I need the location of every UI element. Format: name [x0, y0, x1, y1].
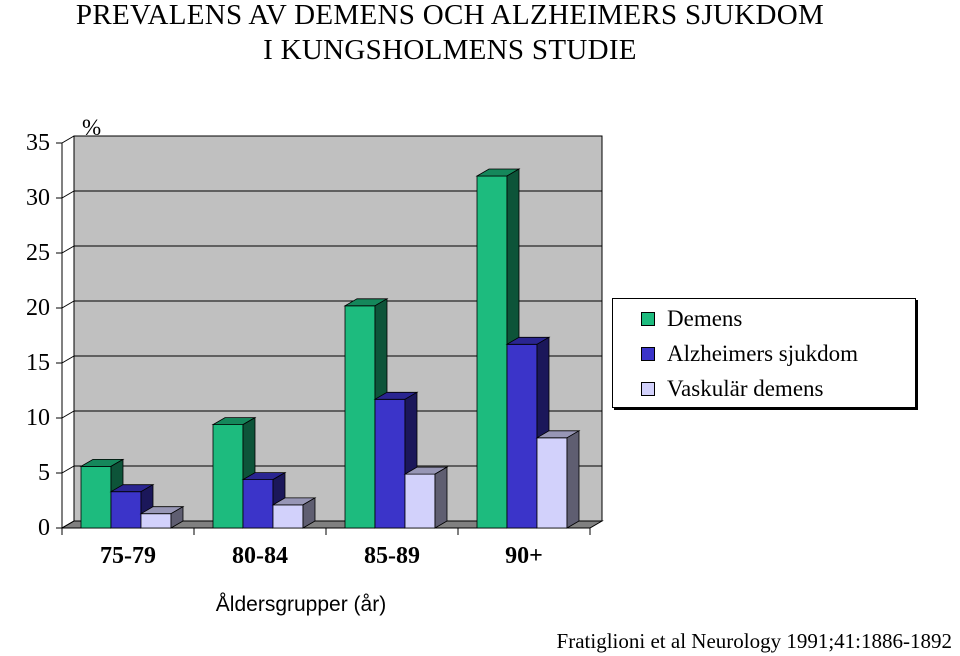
bar-front-s2-90: [536, 437, 568, 529]
bar-front-s1-7579: [110, 491, 142, 529]
bar-side-s2-7579: [170, 506, 184, 529]
y-tick-label-25: 25: [26, 240, 50, 266]
bar-side-s2-90: [566, 430, 580, 529]
chart-title-line2: I KUNGSHOLMENS STUDIE: [263, 34, 637, 66]
y-tick-label-15: 15: [26, 350, 50, 376]
bar-front-s2-8084: [272, 504, 304, 529]
legend-swatch-vaskular: [641, 382, 655, 396]
grid-diagonal-0: [61, 520, 75, 529]
legend-label-alzheimers: Alzheimers sjukdom: [667, 341, 858, 366]
bar-front-s1-90: [506, 343, 538, 529]
x-tick-label-90: 90+: [505, 543, 543, 569]
legend-item-demens: Demens: [641, 306, 743, 331]
legend: Demens Alzheimers sjukdom Vaskulär demen…: [612, 298, 916, 408]
y-tick-label-35: 35: [26, 130, 50, 156]
bar-front-s2-8589: [404, 473, 436, 529]
grid-diagonal-35: [61, 135, 75, 144]
legend-label-demens: Demens: [667, 306, 743, 331]
grid-diagonal-30: [61, 190, 75, 199]
bar-front-s0-8084: [212, 424, 244, 529]
source-citation: Fratiglioni et al Neurology 1991;41:1886…: [556, 629, 952, 653]
x-tick-label-7579: 75-79: [100, 543, 156, 569]
x-axis-label: Åldersgrupper (år): [215, 593, 387, 616]
grid-diagonal-15: [61, 355, 75, 364]
bar-front-s1-8084: [242, 479, 274, 529]
bar-front-s0-8589: [344, 305, 376, 529]
bar-front-s2-7579: [140, 513, 172, 529]
grid-diagonal-10: [61, 410, 75, 419]
grid-diagonal-25: [61, 245, 75, 254]
y-axis-unit-label: %: [82, 115, 102, 140]
legend-item-vaskular: Vaskulär demens: [641, 376, 824, 401]
x-tick-label-8589: 85-89: [364, 543, 420, 569]
bar-front-s1-8589: [374, 398, 406, 529]
legend-item-alzheimers: Alzheimers sjukdom: [641, 341, 858, 366]
legend-swatch-alzheimers: [641, 347, 655, 361]
y-tick-label-20: 20: [26, 295, 50, 321]
grid-diagonal-20: [61, 300, 75, 309]
bar-front-s0-90: [476, 175, 508, 529]
grid-diagonal-5: [61, 465, 75, 474]
y-tick-label-10: 10: [26, 405, 50, 431]
y-tick-label-0: 0: [38, 515, 50, 541]
bar-front-s0-7579: [80, 465, 112, 529]
y-tick-label-30: 30: [26, 185, 50, 211]
y-tick-label-5: 5: [38, 460, 50, 486]
bar-side-s2-8589: [434, 466, 448, 529]
chart-title-line1: PREVALENS AV DEMENS OCH ALZHEIMERS SJUKD…: [75, 0, 825, 31]
legend-swatch-demens: [641, 312, 655, 326]
legend-label-vaskular: Vaskulär demens: [667, 376, 824, 401]
x-tick-label-8084: 80-84: [232, 543, 288, 569]
bar-side-s2-8084: [302, 497, 316, 529]
